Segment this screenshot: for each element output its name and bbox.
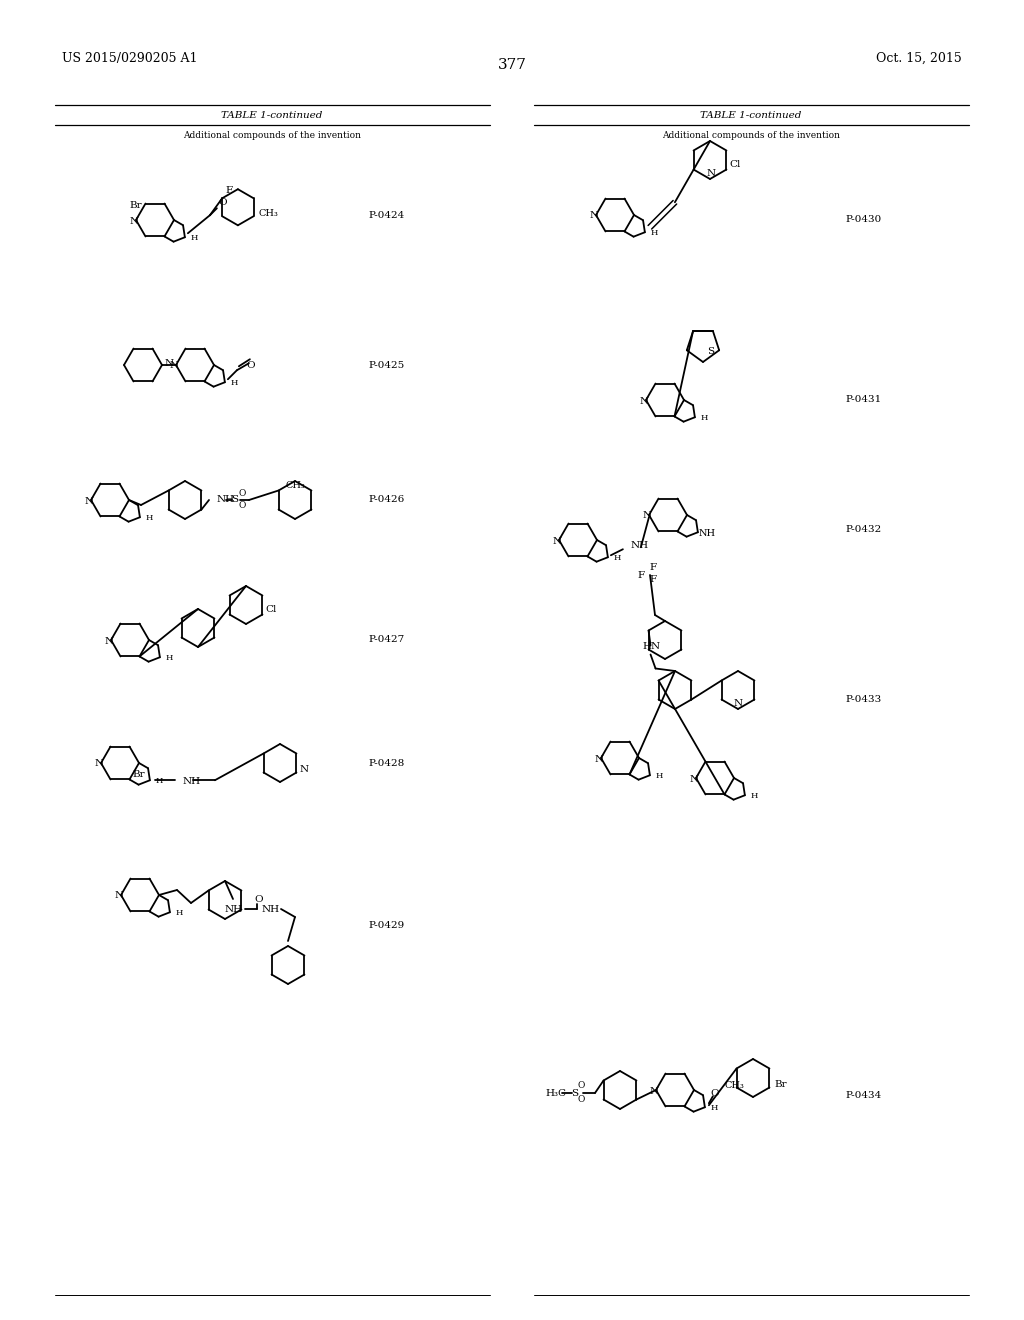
Text: H: H	[165, 655, 173, 663]
Text: P-0430: P-0430	[845, 215, 882, 224]
Text: P-0429: P-0429	[368, 920, 404, 929]
Text: NH: NH	[631, 541, 649, 549]
Text: O: O	[578, 1096, 585, 1105]
Text: O: O	[247, 360, 255, 370]
Text: O: O	[218, 198, 227, 207]
Text: Br: Br	[130, 201, 142, 210]
Text: Additional compounds of the invention: Additional compounds of the invention	[183, 131, 361, 140]
Text: NH: NH	[262, 906, 280, 915]
Text: N: N	[84, 496, 93, 506]
Text: Cl: Cl	[265, 605, 276, 614]
Text: N: N	[642, 511, 651, 520]
Text: O: O	[578, 1081, 585, 1089]
Text: HN: HN	[642, 642, 660, 651]
Text: S: S	[707, 347, 714, 356]
Text: H: H	[655, 772, 663, 780]
Text: Oct. 15, 2015: Oct. 15, 2015	[877, 51, 962, 65]
Text: H: H	[751, 792, 758, 800]
Text: P-0425: P-0425	[368, 360, 404, 370]
Text: NH: NH	[698, 529, 716, 537]
Text: N: N	[733, 700, 742, 709]
Text: P-0427: P-0427	[368, 635, 404, 644]
Text: N: N	[94, 759, 103, 768]
Text: S: S	[231, 495, 239, 504]
Text: F: F	[649, 576, 656, 585]
Text: H: H	[156, 777, 163, 785]
Text: TABLE 1-continued: TABLE 1-continued	[221, 111, 323, 120]
Text: CH₃: CH₃	[285, 482, 305, 491]
Text: Cl: Cl	[729, 160, 740, 169]
Text: Br: Br	[774, 1080, 787, 1089]
Text: H: H	[711, 1105, 718, 1113]
Text: F: F	[649, 562, 656, 572]
Text: NH: NH	[225, 904, 243, 913]
Text: N: N	[552, 536, 561, 545]
Text: H: H	[230, 379, 238, 387]
Text: N: N	[169, 362, 178, 371]
Text: F: F	[225, 186, 232, 195]
Text: S: S	[571, 1089, 579, 1097]
Text: F: F	[638, 570, 645, 579]
Text: P-0428: P-0428	[368, 759, 404, 767]
Text: CH₃: CH₃	[258, 209, 279, 218]
Text: NH: NH	[183, 776, 201, 785]
Text: Additional compounds of the invention: Additional compounds of the invention	[662, 131, 840, 140]
Text: N: N	[595, 755, 603, 763]
Text: P-0431: P-0431	[845, 396, 882, 404]
Text: P-0433: P-0433	[845, 696, 882, 705]
Text: N: N	[707, 169, 716, 178]
Text: H: H	[175, 909, 182, 917]
Text: P-0432: P-0432	[845, 525, 882, 535]
Text: TABLE 1-continued: TABLE 1-continued	[700, 111, 802, 120]
Text: O: O	[255, 895, 263, 903]
Text: P-0424: P-0424	[368, 210, 404, 219]
Text: NH: NH	[217, 495, 236, 504]
Text: O: O	[239, 490, 246, 499]
Text: H: H	[190, 234, 198, 243]
Text: N: N	[299, 766, 308, 774]
Text: N: N	[689, 775, 698, 784]
Text: CH₃: CH₃	[725, 1081, 744, 1090]
Text: H: H	[650, 230, 657, 238]
Text: N: N	[165, 359, 174, 367]
Text: H: H	[613, 554, 621, 562]
Text: 377: 377	[498, 58, 526, 73]
Text: Br: Br	[132, 770, 145, 779]
Text: P-0434: P-0434	[845, 1090, 882, 1100]
Text: H: H	[700, 414, 708, 422]
Text: N: N	[129, 216, 138, 226]
Text: N: N	[104, 636, 114, 645]
Text: P-0426: P-0426	[368, 495, 404, 504]
Text: O: O	[239, 502, 246, 511]
Text: H: H	[145, 515, 153, 523]
Text: US 2015/0290205 A1: US 2015/0290205 A1	[62, 51, 198, 65]
Text: O: O	[711, 1089, 719, 1098]
Text: N: N	[649, 1086, 658, 1096]
Text: N: N	[115, 891, 124, 900]
Text: N: N	[590, 211, 599, 220]
Text: H₃C: H₃C	[545, 1089, 566, 1097]
Text: N: N	[639, 396, 648, 405]
